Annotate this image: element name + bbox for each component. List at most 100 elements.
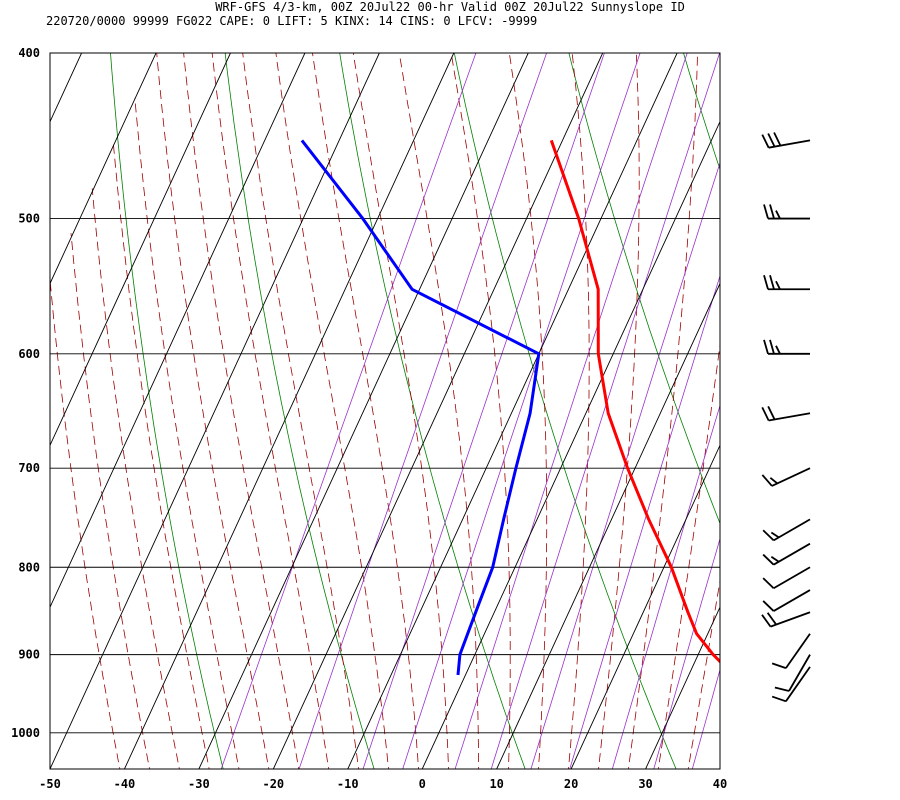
x-axis: -50 -40 -30 -20 -10 0 10 20 30 40	[39, 777, 727, 791]
background-lines	[50, 34, 900, 776]
moist-adiabat-line	[112, 140, 210, 769]
wind-barb-feather	[761, 134, 770, 149]
x-tick-label: -20	[262, 777, 284, 791]
mixing-ratio-line	[611, 404, 720, 769]
grid-lines	[50, 53, 720, 769]
isotherm-line	[50, 53, 306, 609]
dry-adiabat-line	[224, 53, 375, 769]
y-tick-label: 500	[18, 212, 40, 226]
x-tick-label: -40	[114, 777, 136, 791]
isotherm-line	[347, 53, 678, 769]
wind-barb	[761, 467, 811, 487]
wind-barb	[761, 611, 811, 628]
wind-barb-staff	[768, 412, 811, 422]
wind-barb	[763, 275, 810, 291]
wind-barbs	[761, 132, 811, 703]
x-tick-label: 40	[713, 777, 727, 791]
wind-barb-staff	[773, 566, 811, 590]
mixing-ratio-line	[298, 53, 547, 769]
wind-barb-staff	[773, 589, 811, 612]
wind-barb-feather	[762, 600, 775, 612]
mixing-ratio-line	[362, 53, 605, 769]
dry-adiabat-line	[792, 34, 900, 776]
moist-adiabat-line	[50, 282, 121, 769]
wind-barb-feather	[761, 614, 772, 628]
moist-adiabat-line	[183, 53, 300, 769]
grid	[50, 53, 720, 769]
wind-barb-feather	[766, 612, 777, 626]
wind-barb	[763, 339, 810, 355]
isotherm-line	[50, 53, 231, 447]
moist-adiabat-line	[657, 341, 720, 769]
x-tick-label: 20	[564, 777, 578, 791]
moist-adiabat-line	[352, 53, 449, 769]
wind-barb-feather	[769, 275, 775, 290]
wind-barb-feather	[775, 280, 781, 290]
wind-barb-staff	[788, 654, 811, 692]
wind-barb-feather	[762, 553, 775, 566]
mixing-ratio-line	[530, 161, 720, 769]
isotherm-line	[50, 53, 380, 769]
moist-adiabat-line	[508, 53, 548, 769]
isotherm-line	[719, 767, 720, 769]
wind-barb-feather	[770, 531, 780, 539]
y-tick-label: 800	[18, 560, 40, 574]
moist-adiabat-line	[568, 53, 590, 769]
isotherm-line	[124, 53, 455, 769]
moist-adiabat-line	[627, 53, 698, 769]
mixing-ratio-line	[653, 537, 720, 769]
wind-barb-feather	[763, 275, 769, 290]
isotherm-line	[50, 53, 82, 123]
wind-barb	[771, 633, 811, 669]
wind-barb-feather	[770, 556, 780, 563]
x-tick-label: 30	[638, 777, 652, 791]
wind-barb	[762, 542, 811, 566]
dry-adiabat-line	[453, 53, 677, 769]
isotherm-line	[272, 53, 604, 769]
moist-adiabat-line	[312, 53, 419, 769]
wind-barb-feather	[761, 407, 770, 421]
wind-barb	[774, 654, 811, 692]
wind-barb-staff	[785, 633, 811, 669]
dry-adiabat-line	[110, 53, 224, 769]
dry-adiabat-line	[339, 53, 526, 769]
wind-barb-staff	[770, 611, 811, 628]
wind-barb-staff	[785, 666, 811, 702]
wind-barb	[762, 518, 811, 542]
y-axis: 400 500 600 700 800 900 1000	[11, 46, 40, 740]
wind-barb-feather	[761, 474, 773, 487]
wind-barb-feather	[762, 577, 775, 589]
x-tick-label: -50	[39, 777, 61, 791]
isotherm-line	[421, 120, 720, 769]
wind-barb-feather	[773, 132, 782, 146]
mixing-ratio-line	[797, 53, 900, 776]
moist-adiabat-line	[275, 53, 389, 769]
wind-barb	[761, 405, 811, 422]
mixing-ratio-line	[402, 53, 641, 769]
wind-barb-staff	[773, 518, 811, 542]
wind-barb-feather	[762, 529, 775, 542]
wind-barb-feather	[763, 339, 769, 355]
isotherm-line	[496, 282, 720, 769]
wind-barb	[763, 204, 810, 220]
isotherm-line	[50, 53, 157, 285]
wind-barb	[761, 132, 811, 149]
wind-barb-feather	[769, 204, 775, 219]
wind-barb-feather	[771, 662, 787, 669]
y-tick-label: 400	[18, 46, 40, 60]
moist-adiabat-line	[598, 53, 640, 769]
y-tick-label: 700	[18, 461, 40, 475]
moist-adiabat-line	[91, 188, 180, 769]
wind-barb-feather	[774, 686, 790, 692]
wind-barb	[762, 589, 811, 612]
dry-adiabat-line	[568, 53, 720, 525]
moist-adiabat-line	[156, 53, 270, 769]
mixing-ratio-line	[490, 53, 720, 769]
wind-barb-feather	[775, 345, 781, 355]
y-tick-label: 600	[18, 347, 40, 361]
mixing-ratio-line	[220, 53, 477, 769]
y-tick-label: 900	[18, 648, 40, 662]
wind-barb	[762, 566, 811, 590]
wind-barb-staff	[768, 139, 811, 149]
